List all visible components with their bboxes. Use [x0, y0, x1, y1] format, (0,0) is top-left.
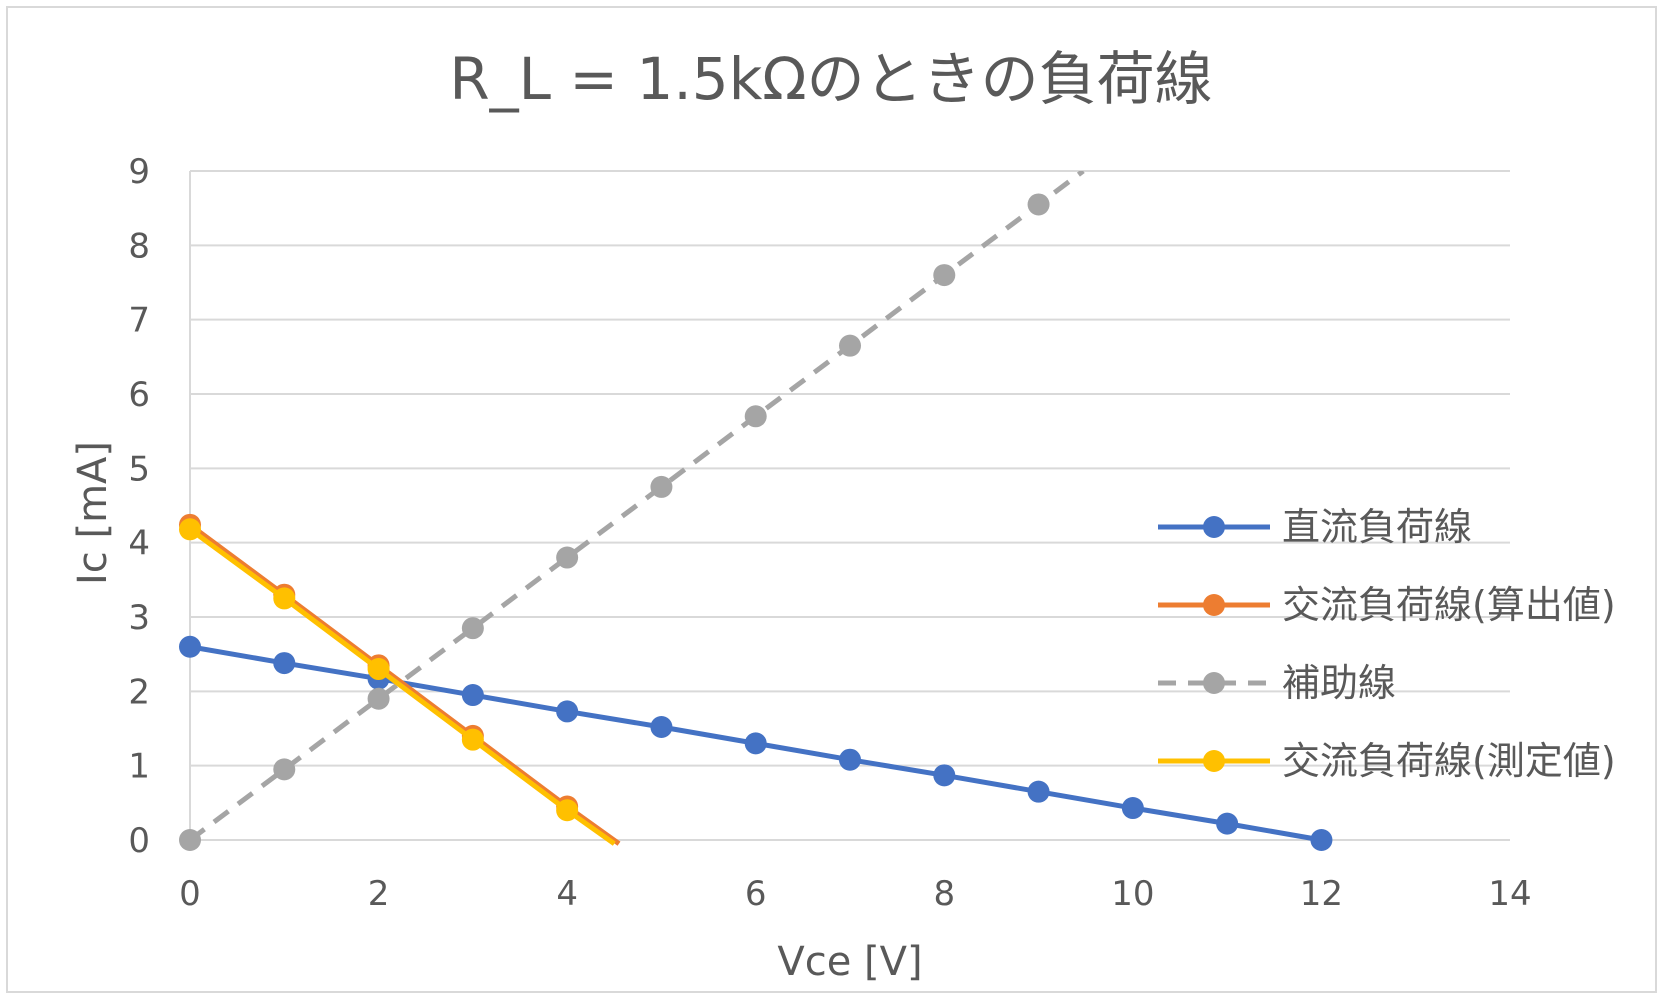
data-point: [1027, 780, 1050, 803]
data-point: [179, 829, 201, 851]
x-tick-label: 14: [1488, 874, 1531, 914]
legend-marker: [1203, 516, 1225, 538]
y-tick-labels: 0 1 2 3 4 5 6 7 8 9: [128, 152, 150, 861]
data-point: [273, 587, 296, 610]
y-tick-label: 3: [128, 598, 150, 638]
data-point: [933, 264, 956, 287]
data-point: [273, 758, 296, 781]
y-tick-label: 7: [128, 301, 150, 341]
grid-lines: [189, 170, 1510, 841]
data-point: [273, 652, 296, 675]
y-axis-title: Ic [mA]: [70, 441, 116, 585]
legend-marker: [1203, 594, 1225, 616]
series-0: [179, 635, 1333, 851]
data-point: [1027, 193, 1050, 216]
series-line: [188, 527, 616, 846]
series-line: [188, 171, 1085, 843]
data-point: [179, 518, 201, 541]
x-tick-label: 0: [179, 874, 201, 914]
legend-item: 補助線: [1158, 661, 1396, 705]
x-tick-label: 12: [1300, 874, 1343, 914]
series-lines: [179, 171, 1333, 851]
data-point: [1121, 797, 1144, 820]
legend-item: 交流負荷線(算出値): [1158, 583, 1616, 627]
legend-marker: [1203, 750, 1225, 772]
data-point: [367, 687, 390, 710]
y-tick-label: 9: [128, 152, 150, 192]
y-tick-label: 4: [128, 524, 150, 564]
legend-item: 直流負荷線: [1158, 505, 1472, 549]
data-point: [179, 635, 201, 658]
x-tick-label: 2: [368, 874, 390, 914]
y-tick-label: 1: [128, 747, 150, 787]
legend-item: 交流負荷線(測定値): [1158, 739, 1616, 783]
chart-title: R_L = 1.5kΩのときの負荷線: [449, 45, 1212, 113]
data-point: [461, 684, 484, 707]
y-tick-label: 2: [128, 672, 150, 712]
data-point: [933, 764, 956, 787]
x-tick-label: 8: [933, 874, 955, 914]
series-2: [179, 171, 1085, 851]
data-point: [556, 799, 579, 822]
data-point: [650, 716, 673, 739]
series-line: [188, 522, 621, 846]
x-tick-label: 10: [1111, 874, 1154, 914]
series-1: [179, 513, 621, 846]
y-tick-label: 8: [128, 226, 150, 266]
series-3: [179, 518, 616, 846]
data-point: [1216, 812, 1239, 835]
legend-label: 交流負荷線(測定値): [1282, 739, 1616, 783]
data-point: [461, 617, 484, 640]
y-tick-label: 6: [128, 375, 150, 415]
legend-marker: [1203, 672, 1225, 694]
legend-label: 補助線: [1282, 661, 1396, 705]
data-point: [839, 334, 861, 357]
y-tick-label: 0: [128, 821, 150, 861]
data-point: [556, 546, 579, 569]
legend-label: 交流負荷線(算出値): [1282, 583, 1616, 627]
data-point: [461, 728, 484, 751]
x-tick-label: 6: [745, 874, 767, 914]
legend-label: 直流負荷線: [1282, 505, 1472, 549]
data-point: [1310, 829, 1333, 851]
x-tick-labels: 0 2 4 6 8 10 12 14: [179, 874, 1531, 914]
data-point: [556, 700, 579, 723]
data-point: [839, 748, 861, 771]
data-point: [367, 658, 390, 681]
data-point: [744, 405, 767, 428]
y-tick-label: 5: [128, 449, 150, 489]
x-tick-label: 4: [556, 874, 578, 914]
x-axis-title: Vce [V]: [777, 939, 922, 985]
data-point: [650, 475, 673, 498]
data-point: [744, 732, 767, 755]
